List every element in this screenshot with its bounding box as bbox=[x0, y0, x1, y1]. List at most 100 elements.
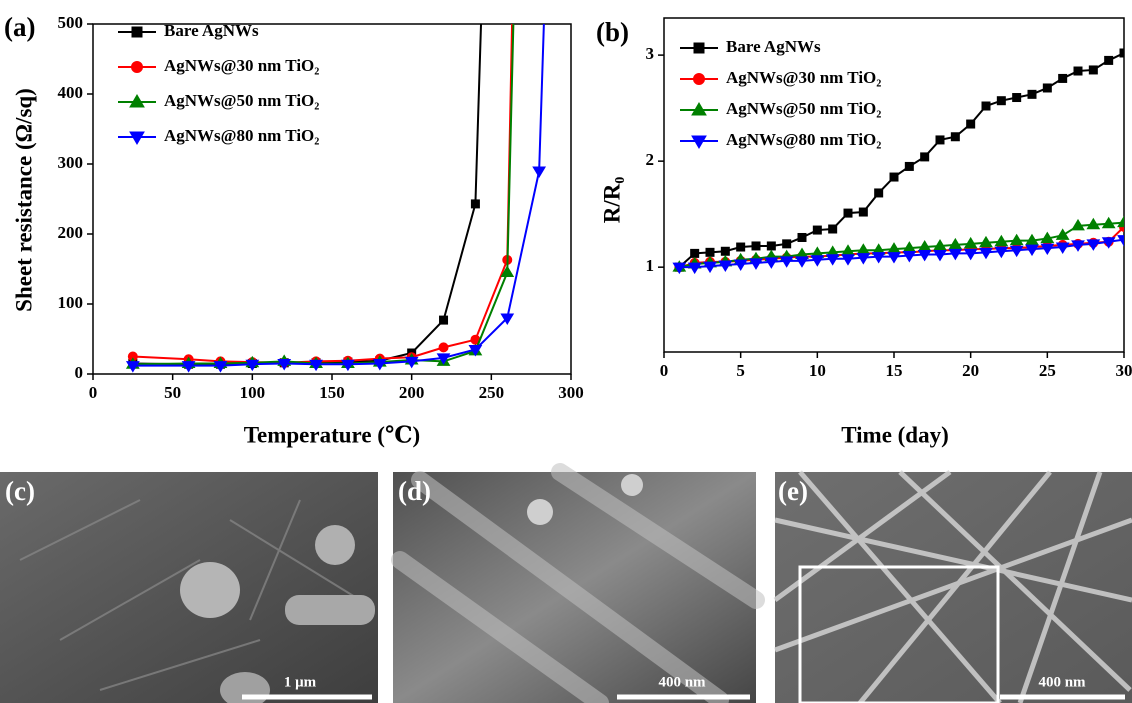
y-tick-label: 100 bbox=[58, 293, 84, 312]
marker bbox=[1055, 228, 1070, 240]
marker bbox=[436, 353, 451, 365]
marker bbox=[1040, 231, 1055, 244]
marker bbox=[950, 132, 960, 142]
plot-area bbox=[672, 48, 1124, 275]
x-axis-title: Time (day) bbox=[841, 422, 949, 447]
marker bbox=[1101, 237, 1116, 249]
series-line bbox=[132, 24, 545, 367]
y-tick-label: 3 bbox=[646, 44, 655, 63]
series-line bbox=[132, 24, 514, 364]
marker bbox=[181, 361, 196, 373]
marker bbox=[1104, 55, 1114, 65]
legend-marker bbox=[693, 73, 705, 85]
marker bbox=[812, 225, 822, 235]
marker bbox=[902, 251, 917, 263]
x-tick-label: 20 bbox=[962, 361, 979, 380]
y-axis-title: Sheet resistance (Ω/sq) bbox=[11, 88, 36, 312]
marker bbox=[372, 359, 387, 371]
marker bbox=[1071, 240, 1085, 252]
marker bbox=[470, 199, 480, 209]
plot-area bbox=[125, 24, 547, 373]
y-tick-label: 400 bbox=[58, 83, 84, 102]
y-axis-title: R/R₀ bbox=[599, 177, 624, 224]
x-tick-label: 100 bbox=[240, 383, 266, 402]
legend-label: Bare AgNWs bbox=[164, 21, 259, 40]
panel-label: (b) bbox=[596, 17, 629, 47]
legend-label: AgNWs@80 nm TiO₂ bbox=[726, 130, 881, 149]
marker bbox=[277, 359, 292, 371]
marker bbox=[1025, 244, 1039, 257]
x-tick-label: 5 bbox=[736, 361, 745, 380]
x-axis-title: Temperature (℃) bbox=[244, 422, 420, 447]
marker bbox=[874, 188, 884, 198]
marker bbox=[1042, 83, 1052, 93]
marker bbox=[979, 247, 993, 260]
marker bbox=[749, 258, 763, 270]
legend-label: AgNWs@30 nm TiO₂ bbox=[726, 68, 881, 87]
marker bbox=[213, 361, 228, 373]
marker bbox=[766, 241, 776, 251]
marker bbox=[1101, 216, 1116, 229]
marker bbox=[500, 265, 515, 277]
marker bbox=[779, 256, 794, 268]
marker bbox=[125, 361, 140, 373]
marker bbox=[404, 356, 419, 369]
x-tick-label: 10 bbox=[809, 361, 826, 380]
marker bbox=[718, 260, 733, 273]
x-tick-label: 30 bbox=[1116, 361, 1132, 380]
x-tick-label: 200 bbox=[399, 383, 425, 402]
legend-label: AgNWs@30 nm TiO₂ bbox=[164, 56, 319, 75]
marker bbox=[720, 246, 730, 256]
marker bbox=[948, 248, 963, 261]
marker bbox=[1086, 239, 1101, 251]
scale-bar-label: 400 nm bbox=[658, 674, 706, 690]
marker bbox=[981, 101, 991, 111]
marker bbox=[828, 224, 838, 234]
marker bbox=[532, 166, 547, 178]
x-tick-label: 50 bbox=[164, 383, 181, 402]
y-tick-label: 300 bbox=[58, 153, 84, 172]
marker bbox=[1027, 89, 1037, 99]
scale-bar-label: 400 nm bbox=[1038, 674, 1086, 690]
sem-image-c bbox=[0, 472, 378, 703]
x-tick-label: 250 bbox=[479, 383, 505, 402]
legend-marker bbox=[131, 61, 143, 73]
marker bbox=[1012, 93, 1022, 103]
marker bbox=[963, 248, 978, 261]
legend-marker bbox=[129, 131, 145, 145]
marker bbox=[920, 152, 930, 162]
marker bbox=[1009, 233, 1024, 246]
marker bbox=[1117, 235, 1124, 247]
marker bbox=[341, 359, 355, 372]
marker bbox=[438, 342, 449, 353]
marker bbox=[1086, 217, 1101, 230]
marker bbox=[889, 172, 899, 182]
marker bbox=[810, 255, 825, 267]
marker bbox=[245, 359, 260, 372]
marker bbox=[935, 135, 945, 145]
series-line bbox=[132, 24, 483, 366]
marker bbox=[439, 315, 449, 325]
marker bbox=[795, 256, 809, 268]
marker bbox=[841, 254, 855, 266]
image-label: (d) bbox=[398, 476, 431, 506]
y-tick-label: 500 bbox=[58, 13, 84, 32]
marker bbox=[933, 249, 947, 262]
marker bbox=[672, 262, 687, 275]
marker bbox=[825, 254, 840, 266]
marker bbox=[703, 261, 717, 274]
marker bbox=[996, 96, 1006, 106]
marker bbox=[764, 257, 779, 269]
marker bbox=[1088, 65, 1098, 75]
marker bbox=[705, 247, 715, 257]
marker bbox=[1073, 66, 1083, 76]
marker bbox=[1119, 48, 1124, 58]
marker bbox=[751, 241, 761, 251]
legend-marker bbox=[691, 135, 707, 149]
marker bbox=[1040, 243, 1055, 256]
legend-label: AgNWs@50 nm TiO₂ bbox=[726, 99, 881, 118]
marker bbox=[887, 252, 901, 264]
series-line bbox=[132, 24, 515, 366]
y-tick-label: 0 bbox=[75, 363, 84, 382]
